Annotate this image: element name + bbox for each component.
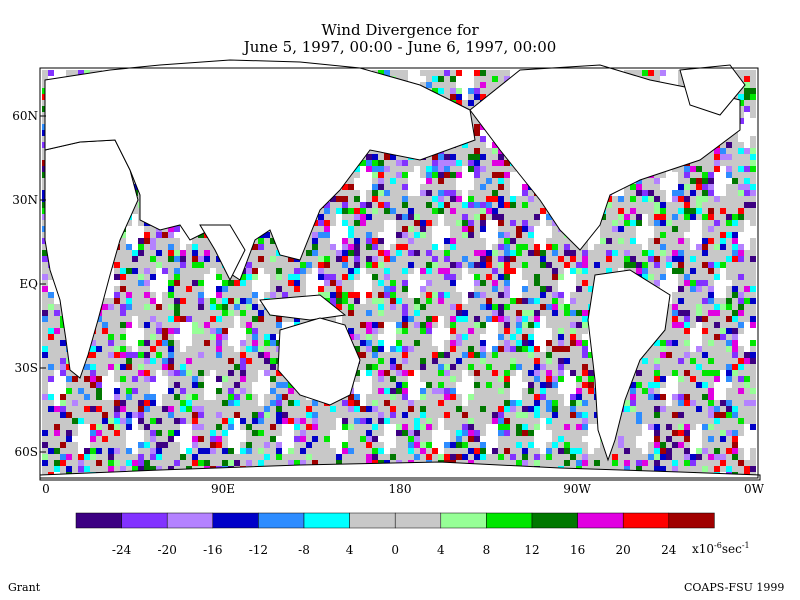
legend-swatch [440,512,487,529]
legend-label: -20 [157,543,177,557]
legend-swatch [303,512,350,529]
legend-swatch [668,512,715,529]
y-tick-label: EQ [19,277,38,291]
land-antarctica [39,461,761,481]
legend-label: 8 [482,543,491,557]
legend-label: 24 [661,543,677,557]
x-tick-label: 180 [388,482,412,496]
legend-label: -8 [298,543,310,557]
legend-swatch [258,512,305,529]
land-australia [277,317,361,406]
land-india [199,224,246,282]
legend-swatch [394,512,442,529]
land-masses [39,59,761,481]
organization-credit: COAPS-FSU 1999 [684,581,785,594]
land-south-america [587,269,671,462]
legend-swatch [622,512,670,529]
legend-swatch [166,512,214,529]
legend-label: -24 [111,543,132,557]
legend-swatch [75,512,122,529]
y-tick-label: 60S [14,445,39,459]
chart-title-line2: June 5, 1997, 00:00 - June 6, 1997, 00:0… [243,38,557,56]
legend-label: 12 [524,543,540,557]
y-tick-label: 60N [12,109,38,123]
legend-label: 0 [391,543,399,557]
map-frame [39,67,759,479]
legend-units: x10-6sec-1 [692,541,750,556]
legend-swatch [212,512,259,529]
legend-label: -16 [203,543,223,557]
land-north-america [469,64,741,251]
legend-label: 4 [436,543,445,557]
legend-label: 16 [569,543,586,557]
axis-ticks [40,115,46,453]
land-greenland [679,64,746,116]
land-indonesia [259,294,347,321]
y-tick-label: 30N [12,193,38,207]
x-tick-label: 90W [563,482,591,496]
legend-swatch [531,512,578,529]
legend-swatch [349,512,396,529]
x-tick-label: 0 [42,482,50,496]
legend-label: 4 [345,543,354,557]
legend-swatch [121,512,168,529]
legend-color-bar [75,512,715,529]
legend-label: 20 [615,543,631,557]
legend-label: -12 [248,543,269,557]
chart-title-line1: Wind Divergence for [321,21,479,39]
land-eurasia [44,59,476,281]
author-credit: Grant [8,581,41,594]
legend-swatch [577,512,624,529]
x-tick-label: 90E [210,482,236,496]
x-tick-label: 0W [744,482,764,496]
y-tick-label: 30S [14,361,39,375]
legend-swatch [486,512,533,529]
